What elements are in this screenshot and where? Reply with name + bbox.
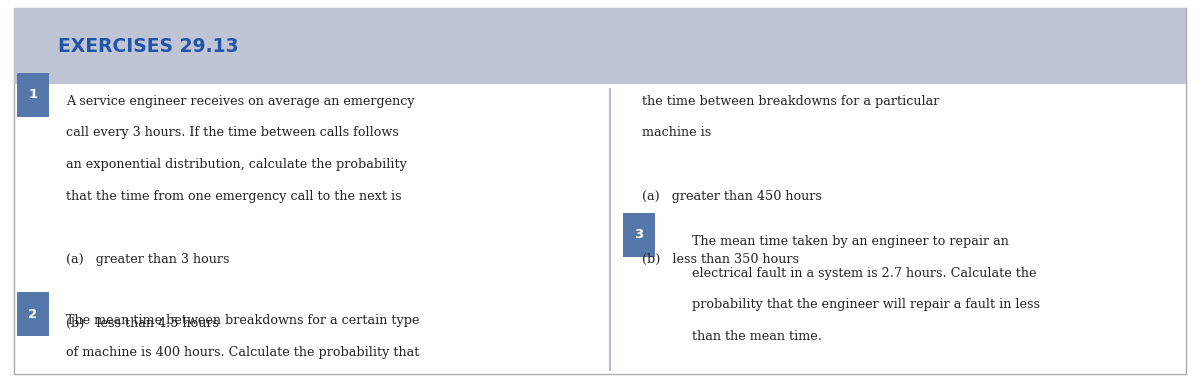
Text: the time between breakdowns for a particular: the time between breakdowns for a partic… [642, 95, 940, 108]
Text: probability that the engineer will repair a fault in less: probability that the engineer will repai… [692, 298, 1040, 311]
Text: call every 3 hours. If the time between calls follows: call every 3 hours. If the time between … [66, 126, 398, 139]
Text: EXERCISES 29.13: EXERCISES 29.13 [58, 37, 239, 57]
Text: The mean time taken by an engineer to repair an: The mean time taken by an engineer to re… [692, 235, 1009, 248]
Text: 3: 3 [635, 228, 643, 241]
Text: (b)   less than 4.5 hours: (b) less than 4.5 hours [66, 317, 220, 330]
Text: (a)   greater than 3 hours: (a) greater than 3 hours [66, 253, 229, 266]
Text: machine is: machine is [642, 126, 712, 139]
FancyBboxPatch shape [14, 8, 1186, 84]
Text: 1: 1 [29, 88, 37, 101]
Text: The mean time between breakdowns for a certain type: The mean time between breakdowns for a c… [66, 314, 420, 327]
Text: than the mean time.: than the mean time. [692, 330, 822, 343]
FancyBboxPatch shape [17, 292, 49, 336]
FancyBboxPatch shape [623, 213, 655, 257]
Text: an exponential distribution, calculate the probability: an exponential distribution, calculate t… [66, 158, 407, 171]
FancyBboxPatch shape [14, 8, 1186, 374]
Text: A service engineer receives on average an emergency: A service engineer receives on average a… [66, 95, 415, 108]
Text: electrical fault in a system is 2.7 hours. Calculate the: electrical fault in a system is 2.7 hour… [692, 267, 1037, 280]
FancyBboxPatch shape [17, 73, 49, 117]
Text: of machine is 400 hours. Calculate the probability that: of machine is 400 hours. Calculate the p… [66, 346, 419, 359]
Text: (b)   less than 350 hours: (b) less than 350 hours [642, 253, 799, 266]
Text: that the time from one emergency call to the next is: that the time from one emergency call to… [66, 190, 402, 203]
Text: (a)   greater than 450 hours: (a) greater than 450 hours [642, 190, 822, 203]
Text: 2: 2 [29, 308, 37, 321]
